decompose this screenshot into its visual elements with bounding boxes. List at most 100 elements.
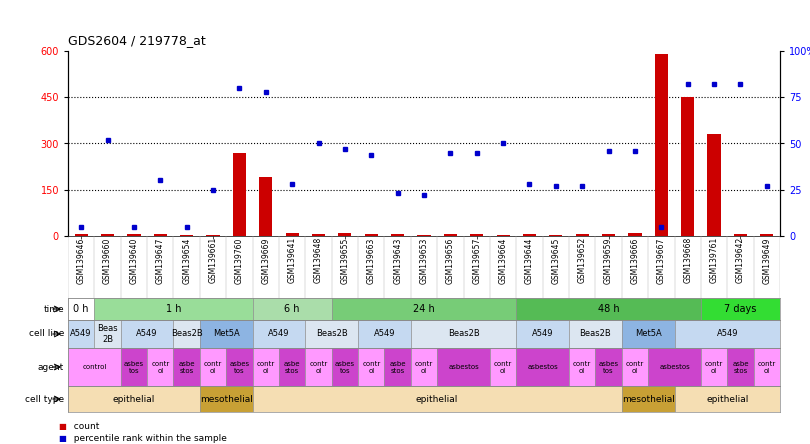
Text: GSM139643: GSM139643 xyxy=(393,237,402,284)
Bar xyxy=(622,386,675,412)
Bar xyxy=(305,348,332,386)
Text: contr
ol: contr ol xyxy=(573,361,591,373)
Text: 1 h: 1 h xyxy=(166,304,181,314)
Text: contr
ol: contr ol xyxy=(494,361,512,373)
Text: cell type: cell type xyxy=(25,395,64,404)
Text: contr
ol: contr ol xyxy=(151,361,169,373)
Bar xyxy=(121,348,147,386)
Bar xyxy=(332,348,358,386)
Text: 6 h: 6 h xyxy=(284,304,300,314)
Bar xyxy=(516,298,701,320)
Bar xyxy=(576,234,589,236)
Bar xyxy=(305,320,358,348)
Bar xyxy=(602,234,615,236)
Bar xyxy=(358,320,411,348)
Text: GSM139657: GSM139657 xyxy=(472,237,481,284)
Text: contr
ol: contr ol xyxy=(757,361,776,373)
Text: A549: A549 xyxy=(717,329,738,338)
Text: count: count xyxy=(68,421,100,431)
Text: control: control xyxy=(82,364,107,370)
Text: GSM139640: GSM139640 xyxy=(130,237,139,284)
Text: GSM139669: GSM139669 xyxy=(262,237,271,284)
Text: GSM139666: GSM139666 xyxy=(630,237,639,284)
Text: GSM139649: GSM139649 xyxy=(762,237,771,284)
Bar xyxy=(127,234,140,236)
Text: A549: A549 xyxy=(70,329,92,338)
Text: 48 h: 48 h xyxy=(598,304,620,314)
Bar xyxy=(654,54,668,236)
Bar xyxy=(516,320,569,348)
Bar xyxy=(569,320,622,348)
Bar xyxy=(332,298,516,320)
Text: GSM139648: GSM139648 xyxy=(314,237,323,283)
Text: GSM139654: GSM139654 xyxy=(182,237,191,284)
Text: contr
ol: contr ol xyxy=(415,361,433,373)
Bar xyxy=(629,233,642,236)
Text: mesothelial: mesothelial xyxy=(200,395,253,404)
Bar xyxy=(753,348,780,386)
Text: asbestos: asbestos xyxy=(527,364,558,370)
Bar xyxy=(675,386,780,412)
Bar xyxy=(437,348,490,386)
Bar xyxy=(226,348,253,386)
Bar xyxy=(497,235,509,236)
Bar xyxy=(147,348,173,386)
Text: contr
ol: contr ol xyxy=(309,361,327,373)
Text: epithelial: epithelial xyxy=(706,395,748,404)
Bar xyxy=(259,178,272,236)
Bar xyxy=(569,348,595,386)
Text: percentile rank within the sample: percentile rank within the sample xyxy=(68,433,227,443)
Text: ■: ■ xyxy=(58,421,66,431)
Bar xyxy=(490,348,516,386)
Text: agent: agent xyxy=(38,362,64,372)
Bar xyxy=(411,320,516,348)
Text: asbes
tos: asbes tos xyxy=(124,361,144,373)
Text: GSM139761: GSM139761 xyxy=(710,237,718,283)
Text: GSM139663: GSM139663 xyxy=(367,237,376,284)
Bar xyxy=(417,235,431,236)
Text: GSM139760: GSM139760 xyxy=(235,237,244,284)
Text: contr
ol: contr ol xyxy=(204,361,222,373)
Text: GSM139653: GSM139653 xyxy=(420,237,428,284)
Text: time: time xyxy=(44,305,64,313)
Text: GSM139664: GSM139664 xyxy=(499,237,508,284)
Bar xyxy=(358,348,385,386)
Bar xyxy=(68,386,200,412)
Text: contr
ol: contr ol xyxy=(705,361,723,373)
Text: Beas2B: Beas2B xyxy=(448,329,480,338)
Bar xyxy=(734,234,747,236)
Text: GDS2604 / 219778_at: GDS2604 / 219778_at xyxy=(68,34,206,47)
Bar xyxy=(312,234,325,236)
Text: mesothelial: mesothelial xyxy=(622,395,675,404)
Text: GSM139659: GSM139659 xyxy=(604,237,613,284)
Text: GSM139644: GSM139644 xyxy=(525,237,534,284)
Text: GSM139646: GSM139646 xyxy=(77,237,86,284)
Bar xyxy=(339,233,352,236)
Text: GSM139641: GSM139641 xyxy=(288,237,296,283)
Text: asbe
stos: asbe stos xyxy=(178,361,195,373)
Bar xyxy=(173,320,200,348)
Text: Met5A: Met5A xyxy=(635,329,662,338)
Text: GSM139655: GSM139655 xyxy=(340,237,349,284)
Bar xyxy=(727,348,753,386)
Bar xyxy=(232,153,246,236)
Text: 24 h: 24 h xyxy=(413,304,435,314)
Bar xyxy=(95,320,121,348)
Text: contr
ol: contr ol xyxy=(362,361,381,373)
Bar xyxy=(622,320,675,348)
Bar xyxy=(595,348,622,386)
Bar xyxy=(516,348,569,386)
Text: Beas2B: Beas2B xyxy=(171,329,202,338)
Text: Beas2B: Beas2B xyxy=(579,329,612,338)
Bar xyxy=(411,348,437,386)
Text: GSM139645: GSM139645 xyxy=(552,237,561,284)
Text: asbes
tos: asbes tos xyxy=(335,361,355,373)
Text: GSM139668: GSM139668 xyxy=(683,237,693,283)
Text: A549: A549 xyxy=(268,329,290,338)
Bar xyxy=(200,386,253,412)
Bar xyxy=(101,234,114,236)
Text: GSM139652: GSM139652 xyxy=(578,237,586,283)
Bar xyxy=(279,348,305,386)
Bar xyxy=(68,320,95,348)
Text: epithelial: epithelial xyxy=(113,395,155,404)
